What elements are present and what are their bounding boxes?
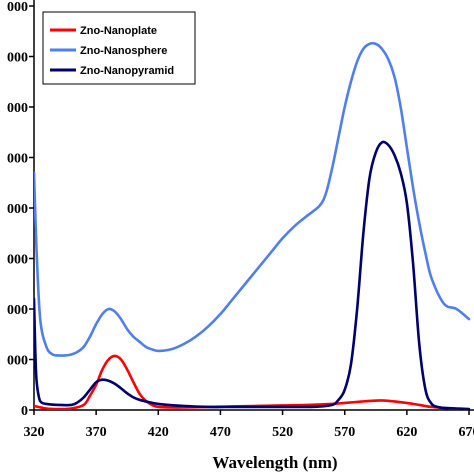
- legend-label-nanoplate: Zno-Nanoplate: [80, 25, 157, 37]
- series-line-nanosphere: [34, 41, 471, 357]
- legend: Zno-Nanoplate Zno-Nanosphere Zno-Nanopyram…: [42, 11, 196, 85]
- x-tick-label: 470: [210, 425, 231, 440]
- x-tick-label: 520: [272, 425, 293, 440]
- x-axis-label: Wavelength (nm): [212, 453, 337, 472]
- x-tick-label: 670: [459, 425, 474, 440]
- x-ticks: 320 370 420 470 520 570 620 670: [24, 410, 474, 440]
- series-line-nanoplate: [34, 354, 471, 410]
- x-tick-label: 620: [396, 425, 417, 440]
- x-tick-label: 370: [86, 425, 107, 440]
- legend-box: [42, 11, 196, 85]
- y-tick-label: 000: [7, 51, 28, 66]
- y-tick-label: 000: [7, 202, 28, 217]
- legend-label-nanopyramid: Zno-Nanopyramid: [80, 65, 174, 77]
- y-tick-label: 000: [7, 303, 28, 318]
- x-tick-label: 420: [148, 425, 169, 440]
- y-tick-label: 000: [7, 253, 28, 268]
- y-tick-label: 0: [21, 404, 28, 419]
- series-lines: [34, 41, 471, 410]
- x-tick-label: 320: [24, 425, 45, 440]
- y-tick-label: 000: [7, 101, 28, 116]
- y-tick-label: 000: [7, 0, 28, 15]
- series-line-nanopyramid: [34, 140, 471, 410]
- y-tick-label: 000: [7, 152, 28, 167]
- legend-label-nanosphere: Zno-Nanosphere: [80, 45, 167, 57]
- y-tick-label: 000: [7, 354, 28, 369]
- x-tick-label: 570: [334, 425, 355, 440]
